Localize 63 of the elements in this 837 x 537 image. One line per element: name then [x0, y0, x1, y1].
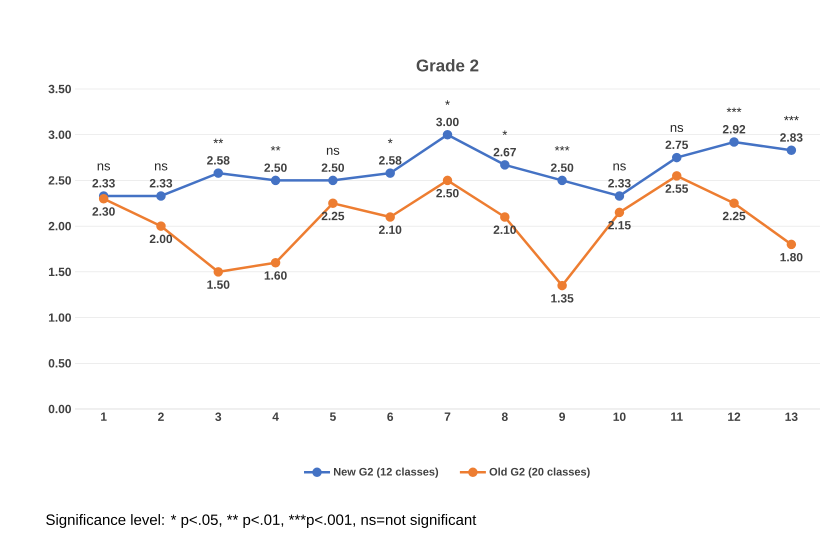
annotation: ns: [613, 163, 626, 170]
annotation: **: [213, 138, 224, 144]
data-label: 2.10: [494, 226, 516, 234]
y-tick-label: 0.50: [48, 359, 71, 368]
data-label: 2.33: [150, 178, 172, 188]
x-tick-label: 3: [215, 412, 222, 422]
annotation: ***: [554, 146, 570, 151]
legend-label: Old G2 (20 classes): [490, 468, 590, 478]
annotation: *: [388, 138, 393, 144]
data-label: 2.58: [378, 156, 402, 165]
data-label: 2.25: [722, 212, 746, 220]
data-label: 2.58: [207, 156, 230, 165]
x-tick-label: 10: [614, 412, 626, 421]
x-tick-label: 5: [330, 412, 336, 421]
data-label: 1.35: [551, 294, 574, 303]
annotation: *: [502, 130, 508, 136]
x-tick-label: 13: [785, 412, 798, 422]
y-tick-label: 1.50: [48, 268, 71, 276]
data-label: 2.67: [494, 148, 516, 156]
data-label: 2.50: [436, 188, 459, 198]
annotation: **: [270, 146, 280, 151]
y-tick-label: 2.00: [48, 222, 71, 230]
data-label: 2.50: [264, 163, 287, 172]
data-label: 2.33: [92, 178, 115, 188]
annotation: ns: [154, 163, 168, 170]
data-label: 2.00: [150, 234, 172, 244]
annotation: ns: [670, 124, 684, 132]
y-tick-label: 3.00: [48, 130, 71, 139]
data-label: 3.00: [436, 118, 459, 126]
x-tick-label: 1: [101, 412, 107, 421]
text: Significance level: * p<.05, ** p<.01, ***p<.001, ns=not significant: [46, 514, 476, 528]
chart-title: Grade 2: [416, 59, 478, 72]
data-label: 2.83: [780, 133, 803, 142]
annotation: ***: [784, 116, 799, 120]
annotation: ns: [326, 148, 340, 155]
data-label: 1.60: [264, 271, 287, 280]
annotation: *: [445, 100, 450, 105]
x-tick-label: 6: [387, 412, 394, 421]
x-tick-label: 7: [444, 412, 450, 421]
y-tick-label: 1.00: [48, 313, 71, 322]
data-label: 2.92: [722, 125, 746, 134]
y-tick-label: 0.00: [48, 404, 71, 414]
data-label: 2.50: [322, 163, 344, 172]
data-label: 2.75: [666, 140, 688, 150]
y-tick-label: 2.50: [48, 176, 71, 185]
x-tick-label: 12: [728, 412, 740, 421]
data-label: 2.50: [550, 163, 574, 172]
data-label: 2.33: [608, 178, 631, 188]
data-label: 2.30: [92, 207, 115, 216]
data-label: 1.80: [780, 252, 802, 262]
annotation: ns: [98, 163, 110, 170]
y-tick-label: 3.50: [48, 84, 71, 94]
annotation: ***: [726, 108, 742, 112]
data-label: 2.55: [666, 184, 688, 193]
x-tick-label: 8: [502, 412, 508, 421]
legend-label: New G2 (12 classes): [334, 468, 438, 478]
x-tick-label: 2: [158, 412, 164, 421]
data-label: 2.10: [378, 226, 402, 234]
data-label: 2.25: [322, 212, 344, 220]
x-tick-label: 9: [559, 412, 565, 421]
data-label: 1.50: [207, 280, 230, 289]
x-tick-label: 4: [272, 412, 279, 421]
x-tick-label: 11: [671, 412, 683, 421]
